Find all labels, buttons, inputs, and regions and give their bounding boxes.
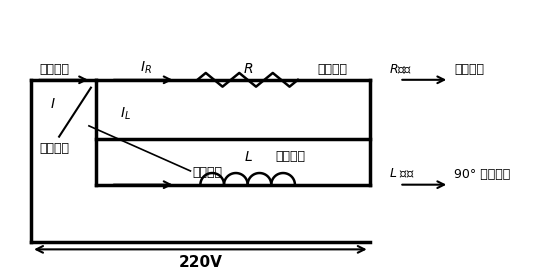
Text: $R$전류: $R$전류: [389, 63, 413, 76]
Text: 피상전력: 피상전력: [39, 142, 69, 155]
Text: $I$: $I$: [50, 97, 56, 111]
Text: 90° 뒤진전류: 90° 뒤진전류: [454, 168, 510, 181]
Text: 전원전류: 전원전류: [39, 63, 69, 76]
Text: $R$: $R$: [243, 62, 253, 76]
Text: 무효전력: 무효전력: [275, 150, 305, 163]
Text: $I_R$: $I_R$: [140, 59, 152, 76]
Text: 유효전력: 유효전력: [318, 63, 348, 76]
Text: 220V: 220V: [178, 255, 222, 270]
Text: $L$ 전류: $L$ 전류: [389, 167, 415, 181]
Text: 동상전류: 동상전류: [454, 63, 484, 76]
Text: $I_L$: $I_L$: [120, 106, 131, 122]
Text: 전원전압: 전원전압: [192, 166, 222, 179]
Text: $L$: $L$: [244, 150, 253, 164]
